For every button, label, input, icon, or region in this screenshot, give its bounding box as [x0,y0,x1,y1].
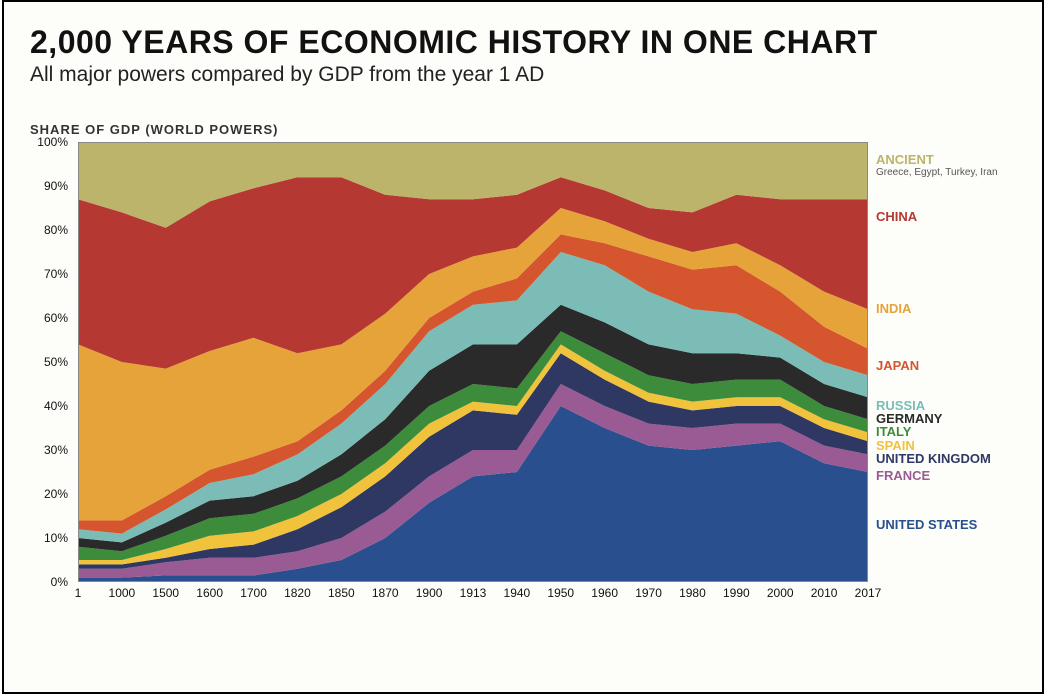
x-tick-label: 1820 [284,586,311,600]
legend-item-ancient: ANCIENTGreece, Egypt, Turkey, Iran [876,153,998,178]
y-axis-labels: 0%10%20%30%40%50%60%70%80%90%100% [30,142,76,582]
stacked-area-svg [78,142,868,582]
y-tick-label: 70% [44,267,68,281]
chart-area-wrapper: 0%10%20%30%40%50%60%70%80%90%100% 110001… [30,142,1020,652]
x-tick-label: 1870 [372,586,399,600]
x-tick-label: 1850 [328,586,355,600]
x-tick-label: 1980 [679,586,706,600]
y-tick-label: 60% [44,311,68,325]
x-tick-label: 2010 [811,586,838,600]
x-tick-label: 1600 [196,586,223,600]
x-axis-labels: 1 1000 1500 1600 1700 1820 1850 1870 1900 1913 194… [78,586,868,606]
x-tick-label: 1 [75,586,82,600]
legend-item-france: FRANCE [876,469,930,483]
plot-area [78,142,868,582]
legend-item-united-kingdom: UNITED KINGDOM [876,452,991,466]
x-tick-label: 1990 [723,586,750,600]
legend-item-india: INDIA [876,302,911,316]
y-tick-label: 0% [51,575,68,589]
x-tick-label: 1960 [591,586,618,600]
y-tick-label: 90% [44,179,68,193]
chart-subtitle: All major powers compared by GDP from th… [30,63,878,87]
legend-item-japan: JAPAN [876,359,919,373]
x-tick-label: 1500 [152,586,179,600]
x-tick-label: 1913 [460,586,487,600]
legend-sublabel: Greece, Egypt, Turkey, Iran [876,167,998,178]
y-tick-label: 30% [44,443,68,457]
x-tick-label: 1950 [547,586,574,600]
x-tick-label: 1940 [504,586,531,600]
x-tick-label: 1900 [416,586,443,600]
y-tick-label: 40% [44,399,68,413]
legend-item-china: CHINA [876,210,917,224]
chart-title: 2,000 YEARS OF ECONOMIC HISTORY IN ONE C… [30,24,878,61]
x-tick-label: 2000 [767,586,794,600]
y-tick-label: 20% [44,487,68,501]
legend: ANCIENTGreece, Egypt, Turkey, Iran CHINA I… [876,142,1026,582]
title-block: 2,000 YEARS OF ECONOMIC HISTORY IN ONE C… [30,24,878,87]
x-tick-label: 1970 [635,586,662,600]
x-tick-label: 1000 [109,586,136,600]
y-tick-label: 10% [44,531,68,545]
y-tick-label: 100% [37,135,68,149]
y-tick-label: 50% [44,355,68,369]
legend-item-united-states: UNITED STATES [876,518,977,532]
y-tick-label: 80% [44,223,68,237]
x-tick-label: 2017 [855,586,882,600]
chart-frame: 2,000 YEARS OF ECONOMIC HISTORY IN ONE C… [2,0,1044,694]
x-tick-label: 1700 [240,586,267,600]
